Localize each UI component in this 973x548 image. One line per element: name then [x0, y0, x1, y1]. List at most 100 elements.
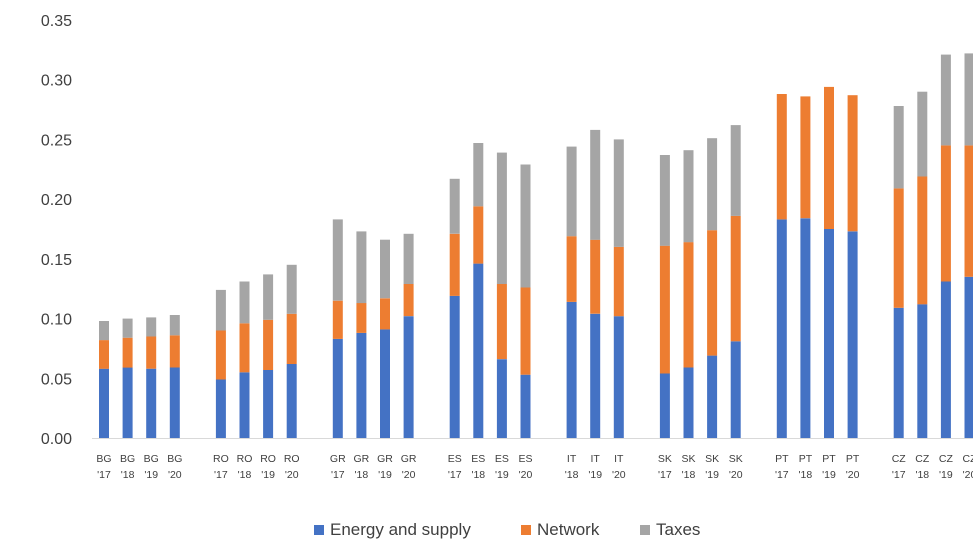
- x-tick-country: RO: [237, 453, 253, 465]
- bar-segment-energy-and-supply: [380, 329, 390, 438]
- bar-segment-energy-and-supply: [286, 364, 297, 438]
- bar-segment-network: [566, 236, 577, 302]
- x-tick-country: ES: [471, 453, 485, 465]
- bar-segment-network: [263, 319, 274, 370]
- x-tick-country: BG: [96, 453, 111, 465]
- bar-segment-network: [286, 313, 297, 364]
- bar-segment-network: [215, 330, 226, 380]
- bar-segment-energy-and-supply: [263, 369, 274, 438]
- bar-segment-taxes: [940, 54, 951, 146]
- bar-segment-network: [800, 96, 811, 219]
- x-tick-year: '18: [471, 469, 485, 481]
- x-tick-year: '18: [238, 469, 252, 481]
- bar-segment-network: [590, 239, 601, 314]
- x-tick-year: '17: [658, 469, 672, 481]
- bar-segment-energy-and-supply: [122, 367, 133, 438]
- bar-segment-energy-and-supply: [99, 368, 109, 438]
- x-tick-year: '20: [729, 469, 743, 481]
- bar-segment-taxes: [496, 152, 507, 284]
- bar-segment-network: [332, 300, 343, 339]
- bar-segment-network: [893, 188, 904, 308]
- legend-label: Network: [537, 520, 600, 539]
- bar-segment-energy-and-supply: [917, 304, 928, 438]
- bar-segment-energy-and-supply: [473, 263, 484, 438]
- x-tick-country: SK: [681, 453, 695, 465]
- bar-segment-energy-and-supply: [893, 307, 904, 438]
- x-tick-country: GR: [330, 453, 346, 465]
- x-tick-year: '20: [846, 469, 860, 481]
- bar-segment-taxes: [707, 138, 718, 231]
- x-tick-year: '18: [565, 469, 579, 481]
- bar-segment-network: [403, 283, 414, 317]
- bar-segment-energy-and-supply: [449, 295, 460, 438]
- legend-swatch: [314, 525, 324, 535]
- bar-segment-taxes: [215, 289, 226, 331]
- legend-label: Energy and supply: [330, 520, 471, 539]
- x-tick-country: SK: [729, 453, 743, 465]
- x-tick-year: '19: [588, 469, 602, 481]
- bar-segment-network: [707, 230, 718, 356]
- legend-swatch: [521, 525, 531, 535]
- bar-segment-network: [824, 86, 834, 230]
- bar-segment-taxes: [893, 106, 904, 189]
- x-tick-country: CZ: [963, 453, 973, 465]
- bar-segment-network: [659, 245, 670, 374]
- bar-segment-taxes: [403, 233, 414, 284]
- bar-segment-taxes: [169, 315, 180, 336]
- bar-segment-energy-and-supply: [707, 355, 718, 438]
- x-tick-country: GR: [354, 453, 370, 465]
- x-tick-year: '20: [168, 469, 182, 481]
- x-tick-year: '18: [121, 469, 135, 481]
- bar-segment-taxes: [99, 321, 109, 341]
- x-tick-year: '18: [915, 469, 929, 481]
- x-tick-country: PT: [822, 453, 836, 465]
- y-tick-label: 0.20: [41, 192, 72, 209]
- bars: [99, 53, 973, 438]
- y-tick-label: 0.00: [41, 431, 72, 448]
- bar-segment-taxes: [520, 164, 531, 288]
- bar-segment-energy-and-supply: [590, 313, 601, 438]
- bar-segment-energy-and-supply: [824, 229, 834, 438]
- bar-segment-energy-and-supply: [496, 359, 507, 438]
- x-tick-country: IT: [614, 453, 624, 465]
- bar-segment-taxes: [659, 155, 670, 246]
- bar-segment-taxes: [566, 146, 577, 237]
- bar-segment-network: [169, 335, 180, 368]
- x-tick-country: ES: [518, 453, 532, 465]
- bar-segment-network: [520, 287, 531, 375]
- x-tick-year: '18: [355, 469, 369, 481]
- bar-segment-taxes: [122, 318, 133, 338]
- bar-segment-energy-and-supply: [730, 341, 741, 438]
- x-tick-country: IT: [591, 453, 601, 465]
- x-tick-year: '20: [402, 469, 416, 481]
- x-tick-country: ES: [448, 453, 462, 465]
- legend-swatch: [640, 525, 650, 535]
- bar-segment-network: [449, 233, 460, 296]
- bar-segment-energy-and-supply: [146, 368, 157, 438]
- x-tick-year: '17: [892, 469, 906, 481]
- bar-segment-network: [496, 283, 507, 360]
- bar-segment-energy-and-supply: [169, 367, 180, 438]
- x-tick-country: ES: [495, 453, 509, 465]
- x-tick-year: '17: [97, 469, 111, 481]
- bar-segment-taxes: [590, 129, 601, 240]
- x-tick-country: CZ: [939, 453, 954, 465]
- x-tick-year: '19: [378, 469, 392, 481]
- x-tick-country: GR: [401, 453, 417, 465]
- y-tick-label: 0.15: [41, 252, 72, 269]
- bar-segment-taxes: [380, 239, 390, 299]
- x-tick-year: '19: [939, 469, 953, 481]
- bar-segment-energy-and-supply: [332, 338, 343, 438]
- bar-segment-taxes: [239, 281, 250, 324]
- x-axis-labels: BG '17 BG '18 BG '19 BG '20 RO '17 RO '18 RO '19 RO '20…: [96, 453, 973, 481]
- bar-segment-network: [473, 206, 484, 264]
- bar-segment-energy-and-supply: [239, 372, 250, 438]
- bar-segment-energy-and-supply: [964, 276, 973, 438]
- bar-segment-network: [380, 298, 390, 330]
- x-tick-country: PT: [846, 453, 860, 465]
- bar-segment-energy-and-supply: [940, 281, 951, 438]
- bar-segment-network: [356, 303, 367, 333]
- bar-segment-taxes: [613, 139, 624, 247]
- bar-segment-energy-and-supply: [776, 219, 787, 438]
